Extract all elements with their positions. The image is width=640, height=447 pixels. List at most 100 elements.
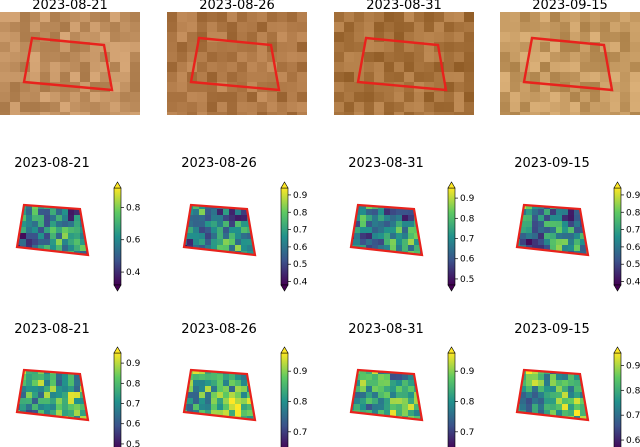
image-pixel bbox=[70, 112, 80, 115]
index-cell bbox=[32, 251, 38, 255]
image-pixel bbox=[130, 92, 140, 102]
image-pixel bbox=[287, 32, 297, 42]
index-cell bbox=[580, 239, 586, 245]
index-cell bbox=[372, 404, 378, 410]
index-cell bbox=[390, 422, 396, 428]
index-cell bbox=[193, 205, 199, 209]
index-cell bbox=[550, 392, 556, 398]
image-pixel bbox=[600, 32, 610, 42]
index-cell bbox=[580, 410, 586, 416]
index-cell bbox=[235, 380, 241, 386]
image-pixel bbox=[424, 32, 434, 42]
index-cell bbox=[187, 416, 193, 420]
image-pixel bbox=[364, 52, 374, 62]
image-pixel bbox=[590, 22, 600, 32]
image-pixel bbox=[227, 72, 237, 82]
image-pixel bbox=[40, 32, 50, 42]
image-pixel bbox=[40, 82, 50, 92]
index-cell bbox=[568, 422, 574, 428]
index-cell bbox=[408, 221, 414, 227]
index-cell bbox=[235, 404, 241, 410]
index-cell bbox=[372, 374, 378, 380]
colorbar-tick-label: 0.7 bbox=[460, 428, 474, 438]
index-cell bbox=[538, 380, 544, 386]
index-cell bbox=[378, 398, 384, 404]
image-pixel bbox=[384, 112, 394, 115]
image-pixel bbox=[60, 102, 70, 112]
index-cell bbox=[86, 209, 88, 215]
image-pixel bbox=[30, 112, 40, 115]
field-outline bbox=[182, 368, 257, 422]
index-cell bbox=[556, 422, 562, 428]
index-cell bbox=[574, 392, 580, 398]
index-cell bbox=[86, 386, 88, 392]
index-cell bbox=[372, 422, 378, 428]
image-pixel bbox=[630, 22, 640, 32]
index-cell bbox=[211, 410, 217, 416]
index-cell bbox=[26, 205, 32, 209]
colorbar: 0.80.60.4 bbox=[113, 181, 141, 292]
index-cell bbox=[372, 380, 378, 386]
index-cell bbox=[408, 209, 414, 215]
image-pixel bbox=[394, 82, 404, 92]
index-cell bbox=[44, 374, 50, 380]
index-cell bbox=[520, 251, 526, 255]
image-pixel bbox=[374, 112, 384, 115]
index-cell bbox=[205, 245, 211, 251]
image-pixel bbox=[277, 82, 287, 92]
image-pixel bbox=[130, 32, 140, 42]
image-pixel bbox=[257, 12, 267, 22]
image-pixel bbox=[424, 52, 434, 62]
image-pixel bbox=[60, 12, 70, 22]
image-pixel bbox=[620, 32, 630, 42]
index-cell bbox=[390, 386, 396, 392]
image-pixel bbox=[424, 22, 434, 32]
index-cell bbox=[74, 380, 80, 386]
index-cell bbox=[211, 416, 217, 420]
index-cell bbox=[74, 227, 80, 233]
image-pixel bbox=[464, 112, 474, 115]
image-pixel bbox=[287, 92, 297, 102]
index-cell bbox=[62, 209, 68, 215]
image-pixel bbox=[247, 62, 257, 72]
index-cell bbox=[217, 392, 223, 398]
index-cell bbox=[211, 422, 217, 428]
image-pixel bbox=[187, 82, 197, 92]
image-pixel bbox=[257, 32, 267, 42]
index-cell bbox=[235, 257, 241, 263]
index-cell bbox=[366, 386, 372, 392]
image-pixel bbox=[267, 72, 277, 82]
index-cell bbox=[520, 386, 526, 392]
index-cell bbox=[562, 422, 568, 428]
image-pixel bbox=[550, 22, 560, 32]
index-cell bbox=[38, 422, 44, 428]
image-pixel bbox=[394, 22, 404, 32]
index-cell bbox=[17, 380, 20, 386]
index-cell bbox=[205, 239, 211, 245]
image-pixel bbox=[520, 112, 530, 115]
index-cell bbox=[550, 239, 556, 245]
colorbar-tick-label: 0.6 bbox=[626, 243, 640, 253]
index-cell bbox=[556, 227, 562, 233]
index-cell bbox=[562, 233, 568, 239]
index-cell bbox=[538, 404, 544, 410]
index-cell bbox=[378, 251, 384, 255]
index-cell bbox=[396, 215, 402, 221]
index-cell bbox=[199, 404, 205, 410]
index-cell bbox=[420, 209, 422, 215]
colorbar-max-arrow bbox=[447, 346, 456, 354]
index-cell bbox=[372, 221, 378, 227]
index-cell bbox=[38, 404, 44, 410]
index-cell bbox=[526, 209, 532, 215]
index-cell bbox=[420, 233, 422, 239]
index-cell bbox=[532, 251, 538, 255]
index-cell bbox=[574, 233, 580, 239]
index-cell bbox=[366, 404, 372, 410]
index-cell bbox=[229, 380, 235, 386]
field-outline bbox=[349, 368, 424, 422]
image-pixel bbox=[50, 82, 60, 92]
image-pixel bbox=[610, 72, 620, 82]
index-cell bbox=[199, 422, 205, 428]
colorbar-min-arrow bbox=[280, 284, 289, 292]
index-cell bbox=[526, 257, 532, 263]
